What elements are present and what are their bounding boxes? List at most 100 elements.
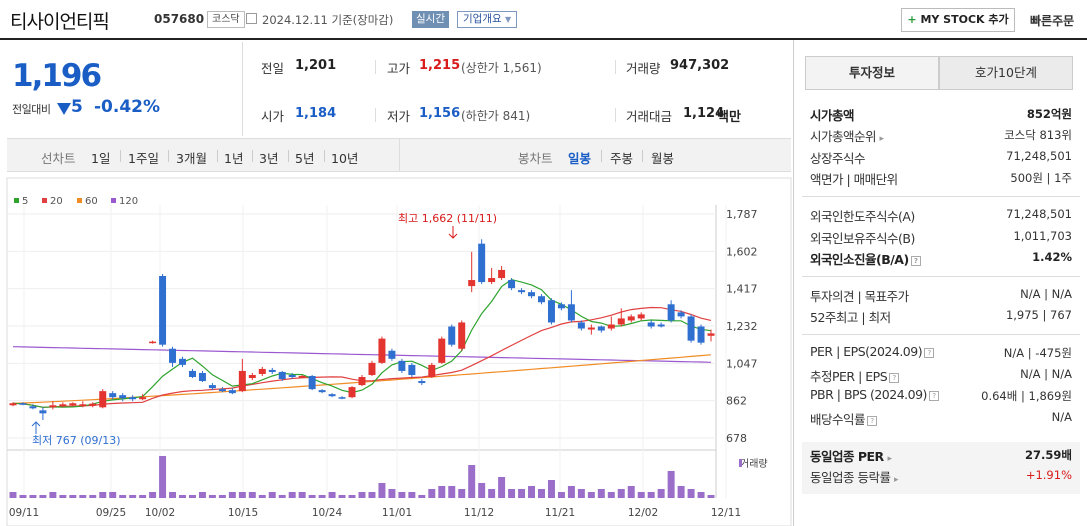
foreign-limit-label: 외국인한도주식수(A) — [810, 209, 915, 224]
opinion-label: 투자의견 | 목표주가 — [810, 289, 909, 304]
volume-bar — [19, 495, 27, 498]
candle-body — [617, 318, 625, 325]
volume-bar — [218, 495, 226, 498]
divider — [615, 108, 616, 122]
tab-1w[interactable]: 1주일 — [128, 151, 159, 166]
tab-orderbook[interactable]: 호가10단계 — [939, 56, 1073, 90]
sector-rate-row[interactable]: 동일업종 등락률 ▸ +1.91% — [810, 465, 1072, 485]
volume-bar — [428, 489, 436, 498]
base-date: 2024.12.11 기준(장마감) — [262, 13, 394, 27]
help-icon[interactable]: ? — [924, 348, 935, 358]
high-label: 고가 — [387, 61, 411, 76]
divider — [601, 150, 602, 162]
legend-ma60: 60 — [77, 196, 98, 207]
par-row: 액면가 | 매매단위 500원 | 1주 — [810, 167, 1072, 187]
divider — [802, 334, 1080, 335]
volume-bar — [677, 486, 685, 498]
candle-body — [139, 397, 147, 400]
candle-body — [19, 403, 27, 405]
open-value: 1,184 — [295, 106, 337, 121]
market-cap-label: 시가총액 — [810, 108, 855, 123]
x-tick-label: 10/02 — [145, 507, 175, 519]
x-tick-label: 12/02 — [628, 507, 658, 519]
tab-1d[interactable]: 1일 — [91, 151, 111, 166]
divider — [168, 150, 169, 162]
candle-body — [208, 385, 216, 389]
volume-bar — [388, 489, 396, 498]
market-cap-rank-row[interactable]: 시가총액순위 ▸ 코스닥 813위 — [810, 124, 1072, 144]
company-info-dropdown[interactable]: 기업개요 ▼ — [457, 11, 518, 28]
volume-bar — [179, 495, 186, 498]
volume-bar — [238, 492, 246, 498]
tab-5y[interactable]: 5년 — [295, 151, 315, 166]
candle-body — [308, 375, 316, 390]
candle-body — [528, 292, 536, 297]
volume-bar — [119, 495, 127, 498]
week52-label: 52주최고 | 최저 — [810, 310, 891, 325]
volume-bar — [567, 486, 575, 498]
my-stock-add-button[interactable]: + MY STOCK 추가 — [901, 8, 1015, 32]
tab-daily[interactable]: 일봉 — [568, 151, 592, 166]
tab-weekly[interactable]: 주봉 — [610, 151, 634, 166]
calendar-icon — [246, 13, 257, 24]
help-icon[interactable]: ? — [910, 256, 921, 266]
volume-bar — [557, 492, 565, 498]
tab-3m[interactable]: 3개월 — [176, 151, 207, 166]
my-stock-label: MY STOCK 추가 — [920, 13, 1009, 26]
prev-close-value: 1,201 — [295, 58, 337, 73]
volume-bar — [448, 486, 456, 498]
tab-investment-info[interactable]: 투자정보 — [805, 56, 939, 90]
foreign-limit-value: 71,248,501 — [1006, 207, 1072, 221]
candle-body — [109, 393, 117, 398]
tab-10y[interactable]: 10년 — [331, 151, 359, 166]
x-tick-label: 10/15 — [228, 507, 258, 519]
candle-body — [707, 333, 715, 336]
sector-rate-label: 동일업종 등락률 — [810, 470, 891, 485]
x-tick-label: 11/01 — [382, 507, 412, 519]
divider — [375, 108, 376, 122]
change-label: 전일대비 — [12, 103, 51, 116]
help-icon[interactable]: ? — [867, 416, 878, 426]
tab-1y[interactable]: 1년 — [224, 151, 244, 166]
sector-per-row[interactable]: 동일업종 PER ▸ 27.59배 — [810, 444, 1072, 464]
volume-bar — [49, 492, 57, 498]
par-value: 500원 | 1주 — [1010, 171, 1072, 185]
candle-body — [228, 390, 236, 394]
volume-bar — [99, 492, 107, 498]
tab-3y[interactable]: 3년 — [259, 151, 279, 166]
candle-body — [129, 397, 137, 400]
market-cap-row: 시가총액 852억원 — [810, 103, 1072, 123]
candle-body — [607, 324, 615, 329]
volume-bar — [198, 492, 206, 498]
volume-bar — [328, 492, 336, 498]
volume-bar — [687, 489, 695, 498]
volume-bar — [169, 492, 177, 498]
candle-body — [508, 280, 516, 289]
ma5-line — [12, 278, 712, 408]
x-tick-label: 10/24 — [312, 507, 343, 519]
candle-body — [468, 280, 476, 287]
per-value: N/A | -475원 — [1003, 346, 1072, 360]
candle-body — [89, 403, 97, 406]
volume-bar — [29, 495, 37, 498]
volume-value: 947,302 — [670, 58, 730, 73]
realtime-badge[interactable]: 실시간 — [412, 11, 449, 28]
volume-bar — [159, 456, 167, 498]
per-row: PER | EPS(2024.09)? N/A | -475원 — [810, 342, 1072, 362]
chevron-right-icon: ▸ — [893, 475, 899, 485]
up-arrow-icon — [31, 421, 41, 434]
candle-body — [99, 391, 107, 408]
volume-bar — [597, 489, 605, 498]
volume-bar — [697, 492, 705, 498]
est-per-label: 추정PER | EPS — [810, 369, 888, 384]
quick-order-link[interactable]: 빠른주문 — [1030, 14, 1075, 28]
candle-body — [478, 243, 486, 283]
candle-body — [238, 370, 246, 392]
candlestick-chart[interactable]: 1,787 1,602 1,417 1,232 1,047 862 678 09/11 09/2… — [0, 0, 792, 526]
tab-monthly[interactable]: 월봉 — [651, 151, 675, 166]
candle-body — [408, 364, 416, 375]
volume-bar — [139, 495, 147, 498]
help-icon[interactable]: ? — [889, 373, 900, 383]
legend-swatch — [14, 198, 19, 203]
help-icon[interactable]: ? — [928, 391, 939, 401]
